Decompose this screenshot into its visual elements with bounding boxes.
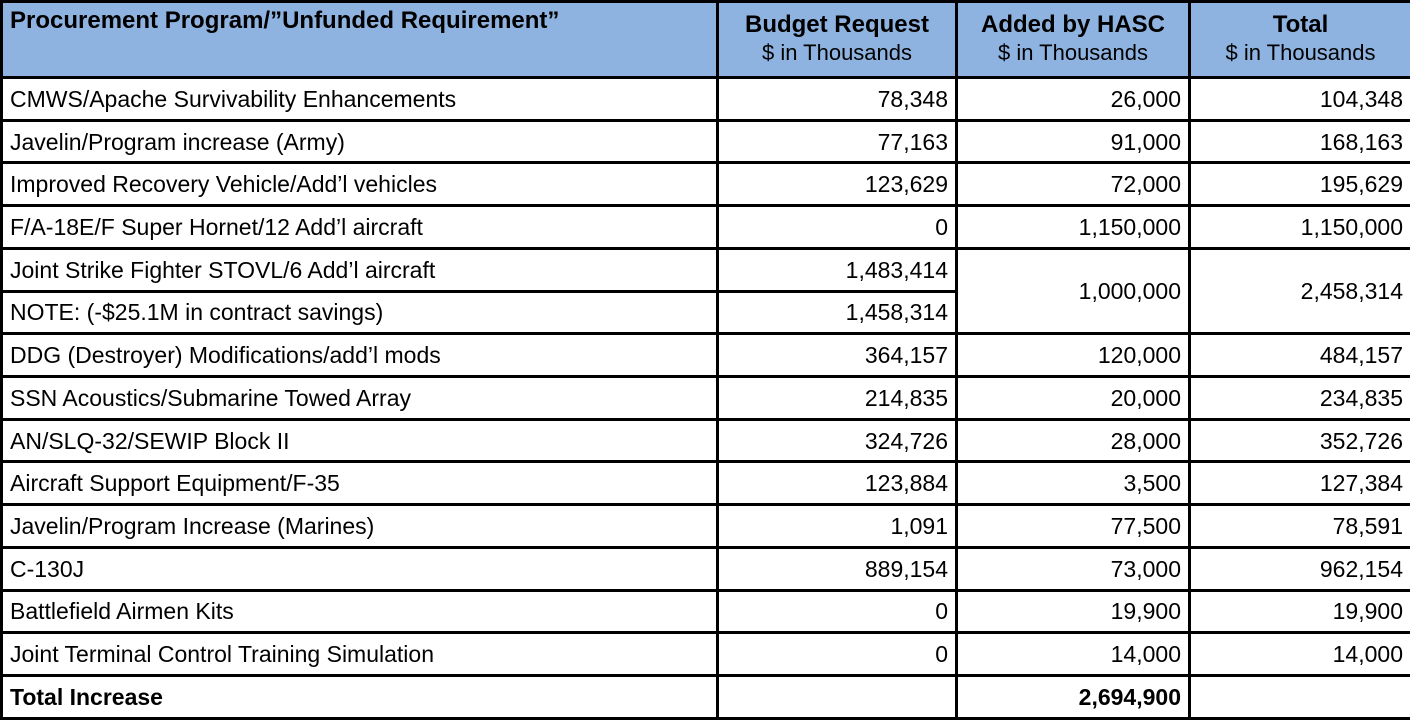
cell-budget-request: 889,154 (716, 545, 958, 592)
cell-budget-request: 1,483,414 (716, 246, 958, 293)
cell-budget-request: 0 (716, 631, 958, 678)
cell-program-total-label: Total Increase (0, 674, 719, 720)
cell-program-note: NOTE: (-$25.1M in contract savings) (0, 289, 719, 336)
column-header-budget-request-title: Budget Request (744, 11, 929, 39)
cell-program: Javelin/Program increase (Army) (0, 118, 719, 165)
cell-total: 234,835 (1188, 375, 1410, 421)
column-header-program: Procurement Program/”Unfunded Requiremen… (0, 0, 719, 79)
cell-added-by-hasc: 14,000 (955, 631, 1191, 678)
cell-added-by-hasc: 120,000 (955, 332, 1191, 379)
cell-program: Joint Terminal Control Training Simulati… (0, 631, 719, 678)
cell-total: 195,629 (1188, 161, 1410, 208)
cell-added-by-hasc: 20,000 (955, 375, 1191, 421)
table-row: CMWS/Apache Survivability Enhancements 7… (0, 76, 1410, 122)
cell-budget-request: 123,629 (716, 161, 958, 208)
table-row: F/A-18E/F Super Hornet/12 Add’l aircraft… (0, 204, 1410, 250)
cell-program: SSN Acoustics/Submarine Towed Array (0, 375, 719, 421)
cell-program: Joint Strike Fighter STOVL/6 Add’l aircr… (0, 246, 719, 293)
cell-added-by-hasc: 73,000 (955, 545, 1191, 592)
column-header-total-subtitle: $ in Thousands (1225, 40, 1376, 65)
cell-program: C-130J (0, 545, 719, 592)
cell-total: 2,458,314 (1188, 246, 1410, 336)
cell-added-by-hasc: 3,500 (955, 460, 1191, 507)
cell-total: 104,348 (1188, 76, 1410, 122)
column-header-added-by-hasc-title: Added by HASC (980, 11, 1165, 39)
table-row: DDG (Destroyer) Modifications/add’l mods… (0, 332, 1410, 379)
table-header: Procurement Program/”Unfunded Requiremen… (0, 0, 1410, 79)
table-row: SSN Acoustics/Submarine Towed Array 214,… (0, 375, 1410, 421)
cell-total: 168,163 (1188, 118, 1410, 165)
cell-added-by-hasc: 28,000 (955, 417, 1191, 464)
cell-added-by-hasc: 91,000 (955, 118, 1191, 165)
cell-program: Improved Recovery Vehicle/Add’l vehicles (0, 161, 719, 208)
column-header-program-title: Procurement Program/”Unfunded Requiremen… (10, 7, 560, 34)
cell-budget-request: 123,884 (716, 460, 958, 507)
cell-total: 14,000 (1188, 631, 1410, 678)
table-row: C-130J 889,154 73,000 962,154 (0, 545, 1410, 592)
cell-added-by-hasc: 1,000,000 (955, 246, 1191, 336)
column-header-added-by-hasc-subtitle: $ in Thousands (997, 40, 1149, 65)
cell-total (1188, 674, 1410, 720)
cell-added-by-hasc: 77,500 (955, 503, 1191, 549)
column-header-added-by-hasc: Added by HASC $ in Thousands (955, 0, 1191, 79)
cell-budget-request (716, 674, 958, 720)
cell-added-by-hasc: 26,000 (955, 76, 1191, 122)
cell-total: 962,154 (1188, 545, 1410, 592)
table-row: Aircraft Support Equipment/F-35 123,884 … (0, 460, 1410, 507)
cell-budget-request: 77,163 (716, 118, 958, 165)
table-row: Javelin/Program increase (Army) 77,163 9… (0, 118, 1410, 165)
cell-total: 19,900 (1188, 588, 1410, 635)
cell-budget-request: 0 (716, 204, 958, 250)
cell-program: CMWS/Apache Survivability Enhancements (0, 76, 719, 122)
table-row: AN/SLQ-32/SEWIP Block II 324,726 28,000 … (0, 417, 1410, 464)
table-row: Improved Recovery Vehicle/Add’l vehicles… (0, 161, 1410, 208)
cell-total: 78,591 (1188, 503, 1410, 549)
cell-budget-request: 324,726 (716, 417, 958, 464)
column-header-total-title: Total (1272, 11, 1329, 39)
table-body: CMWS/Apache Survivability Enhancements 7… (0, 76, 1410, 720)
cell-budget-request: 1,091 (716, 503, 958, 549)
table-row: Joint Terminal Control Training Simulati… (0, 631, 1410, 678)
cell-total: 1,150,000 (1188, 204, 1410, 250)
cell-added-by-hasc: 1,150,000 (955, 204, 1191, 250)
cell-budget-request: 0 (716, 588, 958, 635)
cell-added-by-hasc: 19,900 (955, 588, 1191, 635)
cell-program: DDG (Destroyer) Modifications/add’l mods (0, 332, 719, 379)
cell-program: Battlefield Airmen Kits (0, 588, 719, 635)
column-header-total: Total $ in Thousands (1188, 0, 1410, 79)
table-row: Javelin/Program Increase (Marines) 1,091… (0, 503, 1410, 549)
table-row: NOTE: (-$25.1M in contract savings) 1,45… (0, 289, 1410, 336)
cell-total: 484,157 (1188, 332, 1410, 379)
cell-program: Javelin/Program Increase (Marines) (0, 503, 719, 549)
cell-budget-request: 78,348 (716, 76, 958, 122)
column-header-budget-request-subtitle: $ in Thousands (761, 40, 913, 65)
cell-added-by-hasc: 72,000 (955, 161, 1191, 208)
cell-program: Aircraft Support Equipment/F-35 (0, 460, 719, 507)
header-row: Procurement Program/”Unfunded Requiremen… (0, 0, 1410, 79)
cell-budget-request: 364,157 (716, 332, 958, 379)
table-row-total: Total Increase 2,694,900 (0, 674, 1410, 720)
cell-total: 127,384 (1188, 460, 1410, 507)
column-header-budget-request: Budget Request $ in Thousands (716, 0, 958, 79)
table-row: Joint Strike Fighter STOVL/6 Add’l aircr… (0, 246, 1410, 336)
cell-program: AN/SLQ-32/SEWIP Block II (0, 417, 719, 464)
table-row: Battlefield Airmen Kits 0 19,900 19,900 (0, 588, 1410, 635)
cell-added-by-hasc-total: 2,694,900 (955, 674, 1191, 720)
cell-budget-request: 1,458,314 (716, 289, 958, 336)
cell-budget-request: 214,835 (716, 375, 958, 421)
cell-program: F/A-18E/F Super Hornet/12 Add’l aircraft (0, 204, 719, 250)
cell-total: 352,726 (1188, 417, 1410, 464)
